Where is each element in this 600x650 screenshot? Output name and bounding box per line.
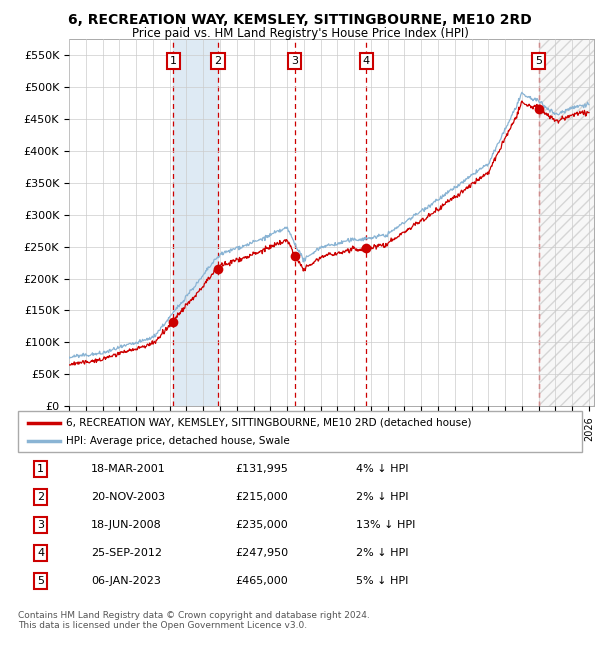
Text: 1: 1 [170, 57, 176, 66]
Text: 4: 4 [37, 548, 44, 558]
Text: Contains HM Land Registry data © Crown copyright and database right 2024.
This d: Contains HM Land Registry data © Crown c… [18, 611, 370, 630]
Text: 6, RECREATION WAY, KEMSLEY, SITTINGBOURNE, ME10 2RD (detached house): 6, RECREATION WAY, KEMSLEY, SITTINGBOURN… [66, 418, 472, 428]
Text: 5% ↓ HPI: 5% ↓ HPI [356, 576, 409, 586]
Text: £131,995: £131,995 [235, 464, 288, 474]
Text: 4% ↓ HPI: 4% ↓ HPI [356, 464, 409, 474]
Text: £465,000: £465,000 [235, 576, 288, 586]
Text: 3: 3 [291, 57, 298, 66]
Text: £215,000: £215,000 [235, 492, 288, 502]
Text: 2% ↓ HPI: 2% ↓ HPI [356, 492, 409, 502]
Text: 2: 2 [37, 492, 44, 502]
Text: 2: 2 [215, 57, 221, 66]
FancyBboxPatch shape [18, 411, 582, 452]
Text: 18-JUN-2008: 18-JUN-2008 [91, 520, 162, 530]
Text: 18-MAR-2001: 18-MAR-2001 [91, 464, 166, 474]
Bar [539, 39, 594, 406]
Text: 1: 1 [37, 464, 44, 474]
Text: £247,950: £247,950 [235, 548, 288, 558]
Text: 4: 4 [363, 57, 370, 66]
Text: 20-NOV-2003: 20-NOV-2003 [91, 492, 166, 502]
Text: 13% ↓ HPI: 13% ↓ HPI [356, 520, 416, 530]
Bar [173, 39, 218, 406]
Text: 06-JAN-2023: 06-JAN-2023 [91, 576, 161, 586]
Text: £235,000: £235,000 [235, 520, 288, 530]
Text: 2% ↓ HPI: 2% ↓ HPI [356, 548, 409, 558]
Text: 5: 5 [37, 576, 44, 586]
Text: HPI: Average price, detached house, Swale: HPI: Average price, detached house, Swal… [66, 436, 290, 447]
Text: 3: 3 [37, 520, 44, 530]
Text: 5: 5 [535, 57, 542, 66]
Text: Price paid vs. HM Land Registry's House Price Index (HPI): Price paid vs. HM Land Registry's House … [131, 27, 469, 40]
Text: 25-SEP-2012: 25-SEP-2012 [91, 548, 163, 558]
Text: 6, RECREATION WAY, KEMSLEY, SITTINGBOURNE, ME10 2RD: 6, RECREATION WAY, KEMSLEY, SITTINGBOURN… [68, 13, 532, 27]
Bar [539, 39, 594, 406]
